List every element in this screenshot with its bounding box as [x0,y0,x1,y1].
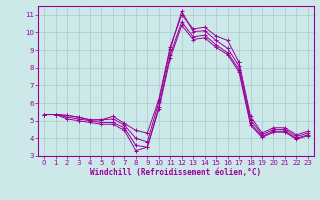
X-axis label: Windchill (Refroidissement éolien,°C): Windchill (Refroidissement éolien,°C) [91,168,261,177]
